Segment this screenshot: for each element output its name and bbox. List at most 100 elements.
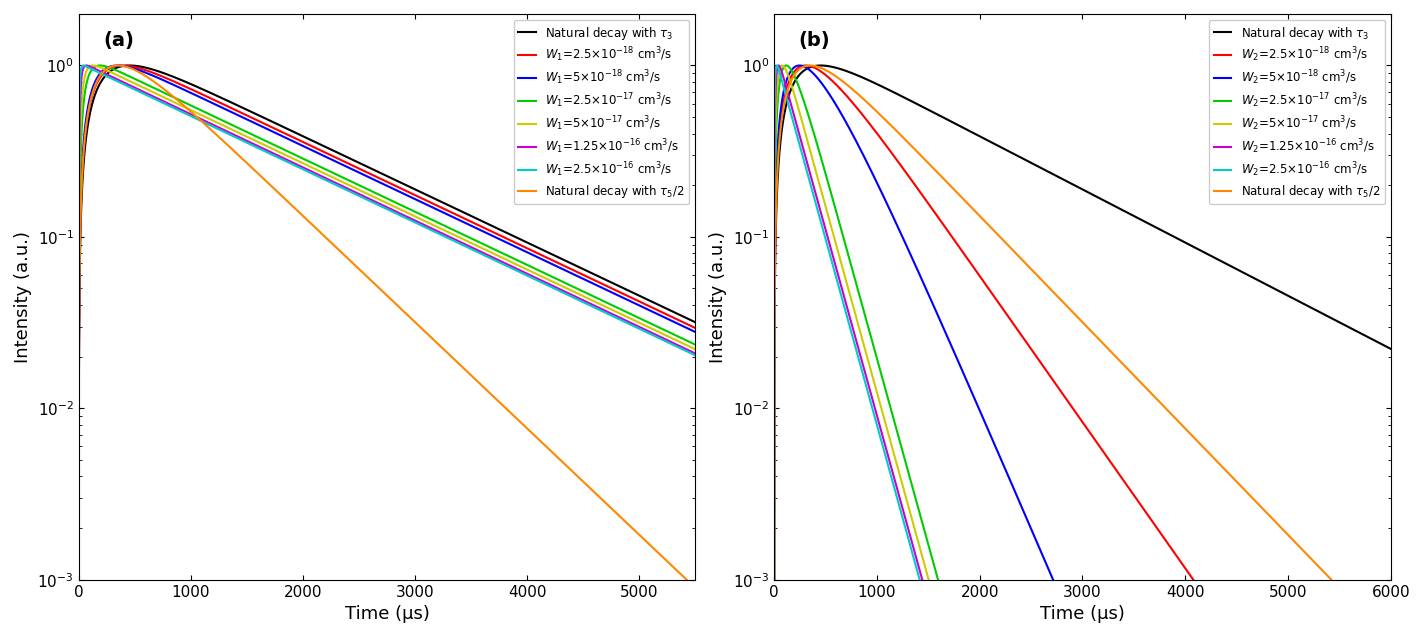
Natural decay with $\tau_3$ [656, 304, 674, 312]
Natural decay with $\tau_3$ [1324, 315, 1341, 323]
$W_1$=2.5×10$^{-18}$ cm$^3$/s [686, 324, 703, 332]
$W_1$=2.5×10$^{-17}$ cm$^3$/s [145, 84, 162, 92]
$W_2$=2.5×10$^{-18}$ cm$^3$/s [780, 80, 797, 87]
Line: $W_2$=5×10$^{-17}$ cm$^3$/s: $W_2$=5×10$^{-17}$ cm$^3$/s [775, 66, 1391, 637]
Line: $W_1$=5×10$^{-17}$ cm$^3$/s: $W_1$=5×10$^{-17}$ cm$^3$/s [78, 66, 695, 637]
Natural decay with $\tau_3$ [84, 98, 101, 106]
$W_1$=2.5×10$^{-16}$ cm$^3$/s [686, 352, 703, 359]
$W_1$=2.5×10$^{-18}$ cm$^3$/s [145, 69, 162, 77]
Line: $W_2$=2.5×10$^{-17}$ cm$^3$/s: $W_2$=2.5×10$^{-17}$ cm$^3$/s [775, 66, 1391, 637]
$W_1$=5×10$^{-17}$ cm$^3$/s [686, 345, 703, 353]
$W_1$=5×10$^{-18}$ cm$^3$/s [629, 301, 646, 308]
$W_1$=5×10$^{-17}$ cm$^3$/s [394, 207, 412, 215]
Text: (b): (b) [799, 31, 830, 50]
$W_1$=1.25×10$^{-16}$ cm$^3$/s [394, 211, 412, 219]
$W_2$=2.5×10$^{-17}$ cm$^3$/s [842, 256, 859, 264]
Natural decay with $\tau_5$/2 [780, 85, 797, 92]
$W_1$=5×10$^{-18}$ cm$^3$/s [110, 62, 127, 69]
Line: Natural decay with $\tau_5$/2: Natural decay with $\tau_5$/2 [775, 66, 1391, 637]
$W_2$=2.5×10$^{-18}$ cm$^3$/s [842, 96, 859, 103]
$W_1$=2.5×10$^{-18}$ cm$^3$/s [656, 310, 674, 318]
Natural decay with $\tau_3$ [812, 62, 829, 69]
$W_1$=1.25×10$^{-16}$ cm$^3$/s [78, 62, 95, 69]
$W_1$=2.5×10$^{-17}$ cm$^3$/s [394, 203, 412, 210]
Natural decay with $\tau_5$/2 [394, 308, 412, 315]
$W_1$=2.5×10$^{-17}$ cm$^3$/s [84, 65, 101, 73]
Natural decay with $\tau_5$/2 [1158, 406, 1175, 413]
$W_1$=5×10$^{-17}$ cm$^3$/s [84, 62, 101, 69]
$W_1$=5×10$^{-17}$ cm$^3$/s [145, 89, 162, 97]
$W_1$=2.5×10$^{-16}$ cm$^3$/s [145, 95, 162, 103]
Natural decay with $\tau_3$ [145, 66, 162, 74]
Natural decay with $\tau_5$/2 [656, 556, 674, 564]
Natural decay with $\tau_5$/2 [1324, 577, 1341, 585]
Natural decay with $\tau_3$ [121, 62, 138, 69]
Line: Natural decay with $\tau_3$: Natural decay with $\tau_3$ [78, 66, 695, 637]
Natural decay with $\tau_5$/2 [629, 529, 646, 537]
Natural decay with $\tau_3$ [1383, 345, 1400, 353]
$W_1$=2.5×10$^{-16}$ cm$^3$/s [84, 66, 101, 73]
$W_1$=5×10$^{-18}$ cm$^3$/s [394, 190, 412, 197]
$W_1$=1.25×10$^{-16}$ cm$^3$/s [629, 322, 646, 330]
$W_1$=1.25×10$^{-16}$ cm$^3$/s [145, 93, 162, 101]
$W_1$=2.5×10$^{-16}$ cm$^3$/s [656, 338, 674, 345]
$W_1$=2.5×10$^{-18}$ cm$^3$/s [394, 186, 412, 194]
Line: $W_2$=2.5×10$^{-16}$ cm$^3$/s: $W_2$=2.5×10$^{-16}$ cm$^3$/s [775, 66, 1391, 637]
Natural decay with $\tau_5$/2 [1353, 606, 1370, 614]
Line: $W_1$=1.25×10$^{-16}$ cm$^3$/s: $W_1$=1.25×10$^{-16}$ cm$^3$/s [78, 66, 695, 637]
$W_1$=5×10$^{-18}$ cm$^3$/s [145, 73, 162, 80]
Natural decay with $\tau_3$ [686, 318, 703, 326]
$W_2$=5×10$^{-18}$ cm$^3$/s [790, 62, 807, 69]
$W_1$=2.5×10$^{-17}$ cm$^3$/s [463, 234, 480, 242]
$W_2$=5×10$^{-17}$ cm$^3$/s [842, 290, 859, 297]
Line: $W_1$=2.5×10$^{-16}$ cm$^3$/s: $W_1$=2.5×10$^{-16}$ cm$^3$/s [78, 66, 695, 637]
Text: (a): (a) [104, 31, 134, 50]
$W_1$=2.5×10$^{-16}$ cm$^3$/s [629, 324, 646, 332]
$W_2$=2.5×10$^{-18}$ cm$^3$/s [1091, 441, 1108, 449]
$W_2$=5×10$^{-17}$ cm$^3$/s [780, 72, 797, 80]
Natural decay with $\tau_5$/2 [463, 372, 480, 380]
$W_2$=2.5×10$^{-18}$ cm$^3$/s [1158, 538, 1175, 546]
$W_1$=1.25×10$^{-16}$ cm$^3$/s [84, 64, 101, 71]
$W_1$=5×10$^{-18}$ cm$^3$/s [686, 328, 703, 336]
Line: $W_1$=5×10$^{-18}$ cm$^3$/s: $W_1$=5×10$^{-18}$ cm$^3$/s [78, 66, 695, 637]
Natural decay with $\tau_3$ [1158, 229, 1175, 237]
Natural decay with $\tau_5$/2 [686, 584, 703, 592]
Natural decay with $\tau_5$/2 [802, 62, 819, 69]
$W_2$=2.5×10$^{-16}$ cm$^3$/s [780, 100, 797, 108]
$W_2$=1.25×10$^{-16}$ cm$^3$/s [842, 313, 859, 320]
$W_2$=2.5×10$^{-16}$ cm$^3$/s [769, 62, 786, 69]
$W_1$=1.25×10$^{-16}$ cm$^3$/s [686, 350, 703, 357]
Natural decay with $\tau_3$ [463, 212, 480, 220]
Natural decay with $\tau_5$/2 [1091, 336, 1108, 343]
$W_1$=1.25×10$^{-16}$ cm$^3$/s [463, 243, 480, 251]
$W_1$=5×10$^{-17}$ cm$^3$/s [656, 331, 674, 339]
$W_1$=5×10$^{-18}$ cm$^3$/s [463, 222, 480, 230]
X-axis label: Time (μs): Time (μs) [345, 605, 430, 623]
Natural decay with $\tau_5$/2 [84, 89, 101, 96]
$W_1$=2.5×10$^{-18}$ cm$^3$/s [463, 218, 480, 225]
Y-axis label: Intensity (a.u.): Intensity (a.u.) [709, 231, 728, 363]
Line: $W_2$=2.5×10$^{-18}$ cm$^3$/s: $W_2$=2.5×10$^{-18}$ cm$^3$/s [775, 66, 1391, 637]
$W_1$=2.5×10$^{-17}$ cm$^3$/s [91, 62, 108, 69]
Line: $W_2$=1.25×10$^{-16}$ cm$^3$/s: $W_2$=1.25×10$^{-16}$ cm$^3$/s [775, 66, 1391, 637]
Legend: Natural decay with $\tau_3$, $W_2$=2.5×10$^{-18}$ cm$^3$/s, $W_2$=5×10$^{-18}$ c: Natural decay with $\tau_3$, $W_2$=2.5×1… [1209, 20, 1386, 204]
Natural decay with $\tau_3$ [842, 68, 859, 76]
X-axis label: Time (μs): Time (μs) [1040, 605, 1125, 623]
$W_2$=5×10$^{-18}$ cm$^3$/s [780, 72, 797, 80]
$W_1$=5×10$^{-17}$ cm$^3$/s [84, 62, 101, 69]
Natural decay with $\tau_3$ [1353, 329, 1370, 337]
$W_1$=2.5×10$^{-17}$ cm$^3$/s [629, 313, 646, 321]
$W_1$=5×10$^{-18}$ cm$^3$/s [84, 83, 101, 91]
Line: Natural decay with $\tau_3$: Natural decay with $\tau_3$ [775, 66, 1391, 637]
$W_1$=2.5×10$^{-17}$ cm$^3$/s [686, 341, 703, 348]
$W_1$=2.5×10$^{-16}$ cm$^3$/s [394, 213, 412, 221]
$W_1$=1.25×10$^{-16}$ cm$^3$/s [656, 336, 674, 343]
Natural decay with $\tau_3$ [394, 180, 412, 188]
$W_2$=5×10$^{-18}$ cm$^3$/s [842, 125, 859, 132]
$W_2$=2.5×10$^{-18}$ cm$^3$/s [797, 62, 815, 69]
Natural decay with $\tau_5$/2 [110, 62, 127, 69]
$W_1$=2.5×10$^{-18}$ cm$^3$/s [84, 90, 101, 97]
Line: Natural decay with $\tau_5$/2: Natural decay with $\tau_5$/2 [78, 66, 695, 637]
$W_2$=2.5×10$^{-16}$ cm$^3$/s [842, 322, 859, 330]
